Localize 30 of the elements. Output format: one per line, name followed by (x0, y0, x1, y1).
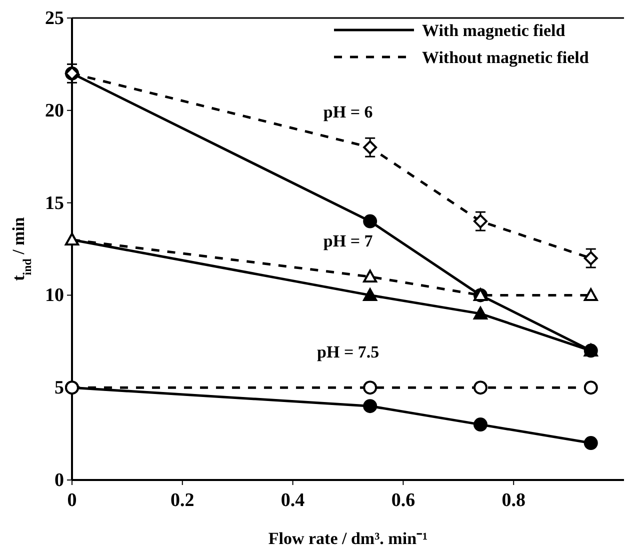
x-axis-title: Flow rate / dm³. min⁻¹ (268, 529, 428, 548)
y-tick-label: 5 (54, 378, 64, 399)
point (363, 288, 378, 301)
y-tick-label: 10 (45, 285, 64, 306)
point (473, 380, 488, 395)
point (584, 380, 598, 395)
point (363, 140, 378, 154)
point (473, 306, 488, 320)
annotation: pH = 7 (323, 232, 374, 251)
legend-label: Without magnetic field (422, 48, 590, 67)
x-tick-label: 0.8 (502, 490, 526, 511)
y-tick-label: 0 (54, 470, 64, 491)
point (473, 214, 488, 228)
point (584, 436, 598, 450)
point (584, 251, 598, 266)
annotation: pH = 7.5 (317, 342, 380, 362)
x-tick-label: 0.2 (170, 490, 194, 511)
y-tick-label: 25 (45, 8, 64, 29)
x-tick-label: 0.6 (391, 490, 416, 511)
x-tick-label: 0.4 (280, 490, 306, 511)
point (363, 270, 378, 283)
point (363, 214, 378, 228)
point (473, 418, 488, 432)
y-tick-label: 20 (45, 100, 64, 122)
annotation: pH = 6 (323, 102, 373, 122)
legend-label: With magnetic field (422, 21, 566, 40)
y-tick-label: 15 (45, 192, 64, 214)
point (584, 288, 598, 301)
point (363, 399, 378, 414)
point (363, 380, 378, 395)
